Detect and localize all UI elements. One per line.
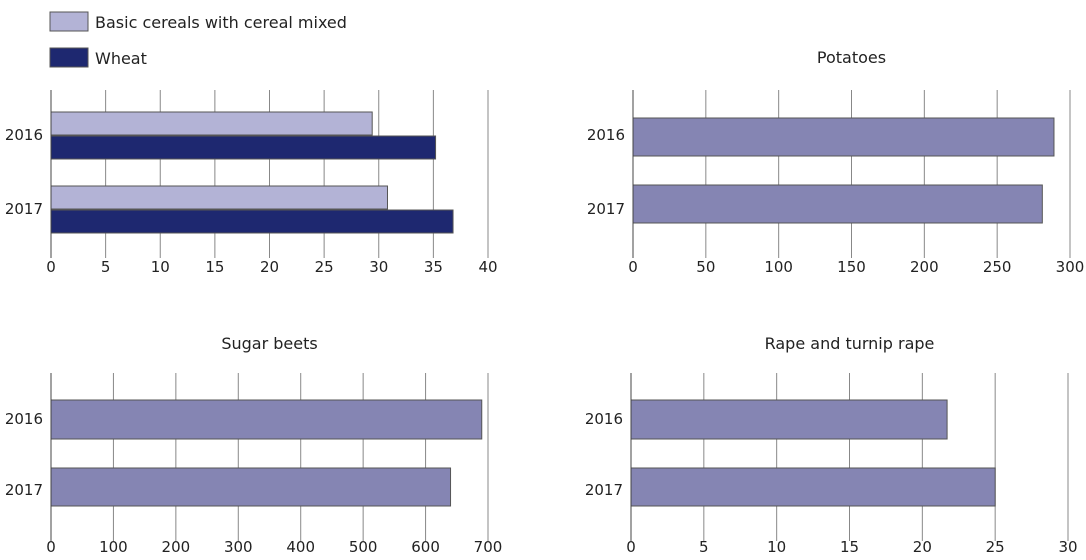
- x-tick-label: 300: [1056, 258, 1085, 276]
- x-tick-label: 20: [913, 538, 932, 555]
- bar-2016-basic-cereals-with-cereal-mixed: [50, 111, 373, 136]
- x-tick-label: 50: [696, 258, 715, 276]
- x-tick-label: 30: [1058, 538, 1077, 555]
- category-label: 2016: [587, 126, 625, 144]
- bar-2016-wheat: [50, 135, 437, 160]
- category-label: 2016: [5, 126, 43, 144]
- legend: Basic cereals with cereal mixed Wheat: [49, 11, 347, 68]
- x-tick-label: 15: [840, 538, 859, 555]
- x-tick-label: 35: [424, 258, 443, 276]
- x-tick-label: 15: [205, 258, 224, 276]
- bar-2017: [630, 467, 996, 507]
- category-label: 2016: [5, 410, 43, 428]
- x-tick-label: 400: [286, 538, 315, 555]
- chart-panel-4: Rape and turnip rape 0 5 10 15 20 25 30 2016 2017: [585, 334, 1078, 556]
- x-tick-label: 300: [224, 538, 253, 555]
- chart-title: Sugar beets: [221, 334, 317, 353]
- x-tick-label: 5: [101, 258, 111, 276]
- category-label: 2017: [5, 481, 43, 499]
- x-tick-label: 0: [46, 258, 56, 276]
- category-label: 2017: [585, 481, 623, 499]
- x-tick-label: 10: [151, 258, 170, 276]
- chart-panel-3: Sugar beets 0 100 200 300 400 500 600 700 2016 201…: [5, 334, 503, 556]
- legend-swatch-basic-cereals: [49, 11, 89, 32]
- bar-2017: [632, 184, 1043, 224]
- x-tick-label: 25: [986, 538, 1005, 555]
- x-tick-label: 0: [628, 258, 638, 276]
- x-tick-label: 0: [46, 538, 56, 555]
- legend-swatch-wheat: [49, 47, 89, 68]
- category-label: 2016: [585, 410, 623, 428]
- x-tick-label: 100: [764, 258, 793, 276]
- x-tick-label: 0: [626, 538, 636, 555]
- bar-2016: [630, 399, 948, 440]
- x-tick-label: 30: [369, 258, 388, 276]
- x-tick-label: 200: [910, 258, 939, 276]
- chart-panel-2: Potatoes 0 50 100 150 200 250 300 2016 2017: [587, 48, 1085, 276]
- legend-label-basic-cereals: Basic cereals with cereal mixed: [95, 13, 347, 32]
- bar-2017-basic-cereals-with-cereal-mixed: [50, 185, 388, 210]
- bar-2016: [632, 117, 1055, 157]
- legend-label-wheat: Wheat: [95, 49, 147, 68]
- bar-2017-wheat: [50, 209, 454, 234]
- chart-title: Rape and turnip rape: [765, 334, 935, 353]
- x-tick-label: 150: [837, 258, 866, 276]
- x-tick-label: 10: [767, 538, 786, 555]
- x-tick-label: 250: [983, 258, 1012, 276]
- x-tick-label: 700: [474, 538, 503, 555]
- x-tick-label: 600: [411, 538, 440, 555]
- category-label: 2017: [5, 200, 43, 218]
- x-tick-label: 500: [349, 538, 378, 555]
- category-label: 2017: [587, 200, 625, 218]
- chart-panel-1: 0 5 10 15 20 25 30 35 40 2016 2017: [5, 90, 498, 276]
- x-tick-label: 25: [315, 258, 334, 276]
- chart-title: Potatoes: [817, 48, 886, 67]
- bar-2016: [50, 399, 483, 440]
- x-tick-label: 20: [260, 258, 279, 276]
- x-tick-label: 100: [99, 538, 128, 555]
- bar-2017: [50, 467, 452, 507]
- x-tick-label: 40: [478, 258, 497, 276]
- x-tick-label: 200: [162, 538, 191, 555]
- x-tick-label: 5: [699, 538, 709, 555]
